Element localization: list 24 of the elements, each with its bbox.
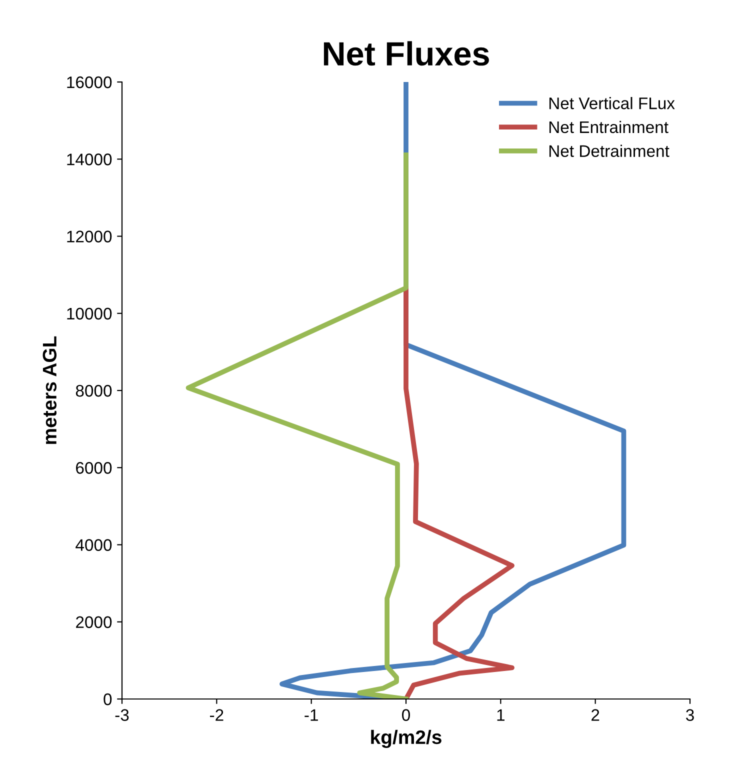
x-tick-label: 3 [686,709,694,721]
y-tick-label: 0 [104,693,112,706]
x-tick-label: -1 [304,709,318,721]
y-tick-label: 14000 [67,154,112,166]
x-tick-label: 1 [497,709,504,721]
line-series [404,286,514,699]
x-tick-label: 2 [592,709,600,721]
x-tick-label: -2 [210,709,224,721]
y-tick-label: 16000 [67,76,112,88]
x-tick-label: -3 [115,709,129,721]
legend-label: Net Detrainment [549,144,670,157]
y-axis-title: meters AGL [42,336,57,444]
y-tick-label: 8000 [76,384,112,397]
y-tick-label: 10000 [67,308,112,320]
y-tick-label: 2000 [76,616,112,628]
chart-title: Net Fluxes [324,41,489,66]
x-tick-label: 0 [402,709,410,721]
legend-label: Net Entrainment [549,120,668,134]
x-axis-title: kg/m2/s [371,730,442,748]
line-series [186,152,408,699]
legend-label: Net Vertical FLux [549,97,675,110]
y-tick-label: 12000 [67,230,112,242]
y-tick-label: 6000 [76,462,112,474]
y-tick-label: 4000 [76,539,112,551]
